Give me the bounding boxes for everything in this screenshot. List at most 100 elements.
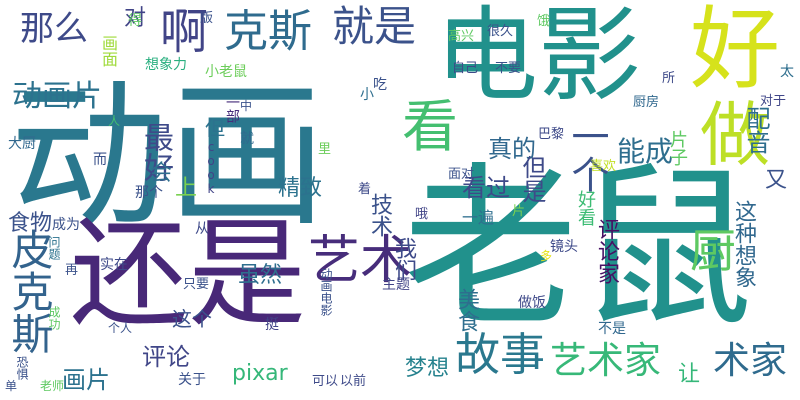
- cloud-word: 片子: [667, 130, 688, 166]
- cloud-word: 真的: [488, 135, 536, 163]
- cloud-word: 而: [93, 152, 107, 168]
- cloud-word: 精致: [278, 176, 323, 201]
- cloud-word: 能成: [617, 135, 674, 168]
- cloud-word: 对于: [760, 94, 787, 109]
- cloud-word: 艺术: [308, 231, 413, 291]
- cloud-word: 那么: [20, 9, 88, 49]
- cloud-word: 做: [700, 94, 770, 176]
- cloud-word: 小: [360, 87, 374, 103]
- cloud-word: 画面: [99, 35, 118, 67]
- cloud-word: 评论: [142, 343, 190, 371]
- cloud-word: 里: [318, 142, 332, 157]
- cloud-word: 高兴: [448, 29, 475, 44]
- cloud-word: 单: [5, 379, 18, 393]
- cloud-word: 厨房: [633, 95, 660, 110]
- cloud-word: 动画: [10, 65, 326, 249]
- cloud-word: 小老鼠: [205, 64, 247, 80]
- cloud-word: 主题: [382, 277, 410, 293]
- cloud-word: 可以: [312, 374, 339, 389]
- cloud-word: 关于: [178, 372, 206, 388]
- cloud-word: 版: [200, 11, 214, 26]
- cloud-word: cook: [204, 140, 218, 196]
- cloud-word: 不是: [598, 321, 626, 337]
- cloud-word: 动画电影: [319, 268, 333, 316]
- cloud-word: 啊: [160, 4, 209, 60]
- cloud-word: 这种想象: [731, 200, 756, 288]
- cloud-word: 想象力: [145, 57, 187, 73]
- cloud-word: 一遍: [462, 208, 495, 227]
- cloud-word: 得: [128, 13, 142, 29]
- cloud-word: 画片: [62, 366, 110, 394]
- cloud-word: 只要: [183, 277, 210, 292]
- cloud-word: 虽然: [238, 263, 283, 288]
- cloud-word: 但是: [518, 155, 546, 203]
- cloud-word: 看: [402, 95, 458, 160]
- cloud-word: 以前: [340, 374, 367, 389]
- cloud-word: 我们: [391, 237, 416, 281]
- cloud-word: 最好: [138, 122, 173, 182]
- cloud-word: 又: [765, 168, 788, 193]
- cloud-word: 自己: [452, 61, 479, 76]
- cloud-word: 皮克斯: [5, 228, 54, 354]
- cloud-word: 问题: [47, 236, 61, 260]
- cloud-word: 大厨: [8, 136, 36, 152]
- cloud-word: 上: [175, 176, 198, 201]
- cloud-word: 老鼠: [403, 148, 753, 351]
- cloud-word: 所: [662, 71, 676, 86]
- cloud-word: 再: [65, 263, 79, 278]
- cloud-word: 实在: [100, 257, 128, 273]
- cloud-word: 还是: [70, 205, 307, 343]
- cloud-word: 配音: [742, 106, 770, 154]
- cloud-word: 梦想: [405, 356, 450, 381]
- cloud-word: 评论家: [594, 218, 619, 284]
- cloud-word: 做饭: [518, 295, 546, 311]
- cloud-word: 不要: [495, 61, 522, 76]
- cloud-word: pixar: [232, 361, 288, 386]
- cloud-word: 好: [690, 0, 780, 102]
- cloud-word: 术家: [713, 339, 787, 382]
- cloud-word: 饿: [537, 14, 551, 29]
- cloud-word: 但: [205, 116, 225, 140]
- cloud-word: 挺: [265, 317, 279, 333]
- cloud-word: 这个: [172, 307, 212, 331]
- cloud-word: 很久: [487, 24, 514, 39]
- cloud-word: 片: [512, 204, 526, 219]
- cloud-word: 从: [195, 221, 209, 237]
- cloud-word: 就是: [332, 2, 417, 51]
- cloud-word: 一个: [565, 117, 609, 193]
- cloud-word: 一部: [224, 95, 240, 123]
- cloud-word: 会: [150, 161, 173, 186]
- cloud-word: 对: [124, 6, 147, 31]
- cloud-word: 故事: [455, 328, 546, 381]
- cloud-word: 哦: [415, 207, 429, 222]
- cloud-word: 中: [240, 99, 253, 113]
- cloud-word: 看过: [462, 174, 510, 202]
- cloud-word: 巴黎: [538, 127, 565, 142]
- cloud-word: 着: [358, 182, 372, 197]
- cloud-word: 多: [540, 249, 553, 263]
- cloud-word: 技术: [367, 193, 392, 237]
- cloud-word: 就: [240, 131, 254, 147]
- cloud-word: 电影: [435, 0, 641, 116]
- cloud-word: 美食: [454, 288, 479, 332]
- cloud-word: 克斯: [224, 6, 312, 57]
- cloud-word: 成为: [52, 217, 80, 233]
- cloud-word: 成功: [47, 306, 61, 330]
- cloud-word: 吃: [373, 77, 387, 93]
- cloud-word: 镜头: [550, 239, 578, 255]
- cloud-word: 太: [780, 64, 794, 80]
- cloud-word: 厨: [690, 224, 736, 278]
- cloud-word: 老师: [40, 379, 65, 393]
- cloud-word: 恐惧: [15, 356, 29, 380]
- cloud-word: 个人: [108, 321, 133, 335]
- cloud-word: 艺术家: [550, 339, 661, 382]
- cloud-word: 面对: [448, 167, 475, 182]
- cloud-word: 人: [108, 114, 121, 128]
- cloud-word: 动画片: [12, 79, 102, 114]
- cloud-word: 好看: [575, 190, 596, 226]
- cloud-word: 喜欢: [590, 159, 617, 174]
- cloud-word: 那个: [135, 185, 163, 201]
- cloud-word: 让: [678, 362, 701, 387]
- cloud-word: 食物: [8, 211, 53, 236]
